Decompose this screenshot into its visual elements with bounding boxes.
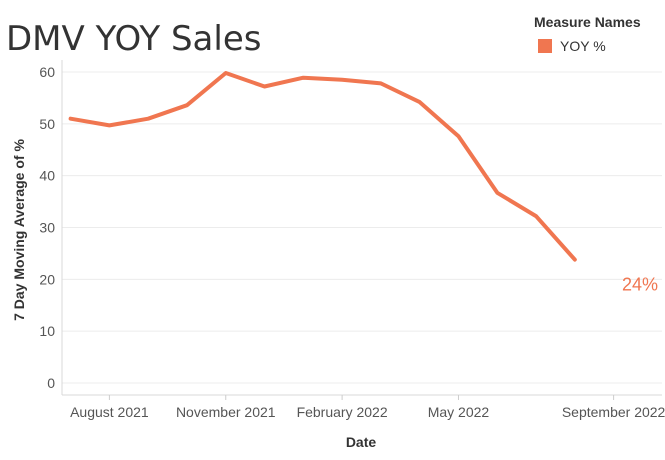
- x-tick-label: August 2021: [70, 404, 149, 420]
- legend: Measure Names YOY %: [534, 14, 641, 54]
- x-tick-label: November 2021: [176, 404, 276, 420]
- data-point[interactable]: [417, 99, 423, 105]
- data-point[interactable]: [68, 116, 74, 122]
- x-tick-label: February 2022: [297, 404, 388, 420]
- data-point[interactable]: [378, 80, 384, 86]
- data-point[interactable]: [339, 77, 345, 83]
- data-point[interactable]: [145, 116, 151, 122]
- y-tick-label: 10: [39, 323, 55, 339]
- legend-title: Measure Names: [534, 14, 641, 30]
- end-value-label: 24%: [622, 275, 658, 295]
- y-tick-label: 60: [39, 64, 55, 80]
- data-point[interactable]: [300, 75, 306, 81]
- chart-title: DMV YOY Sales: [6, 19, 261, 59]
- data-point[interactable]: [223, 70, 229, 76]
- data-point[interactable]: [494, 190, 500, 196]
- y-tick-label: 50: [39, 116, 55, 132]
- y-axis-label: 7 Day Moving Average of %: [11, 139, 27, 321]
- y-tick-label: 20: [39, 271, 55, 287]
- data-point[interactable]: [572, 257, 578, 263]
- data-point[interactable]: [184, 102, 190, 108]
- legend-swatch: [538, 39, 552, 53]
- data-point[interactable]: [533, 213, 539, 219]
- x-axis: August 2021 November 2021 February 2022 May…: [70, 395, 665, 420]
- data-point[interactable]: [455, 133, 461, 139]
- legend-label[interactable]: YOY %: [560, 38, 606, 54]
- plot-area: 24%: [68, 70, 658, 295]
- data-point[interactable]: [262, 84, 268, 90]
- x-tick-label: May 2022: [428, 404, 490, 420]
- y-tick-label: 40: [39, 168, 55, 184]
- x-tick-label: September 2022: [562, 404, 665, 420]
- grid: [61, 60, 662, 396]
- data-point[interactable]: [106, 122, 112, 128]
- series-line-yoy[interactable]: [68, 71, 577, 262]
- y-tick-label: 0: [47, 375, 55, 391]
- x-axis-label: Date: [346, 434, 377, 450]
- y-axis: 0 10 20 30 40 50 60: [39, 64, 55, 391]
- y-tick-label: 30: [39, 220, 55, 236]
